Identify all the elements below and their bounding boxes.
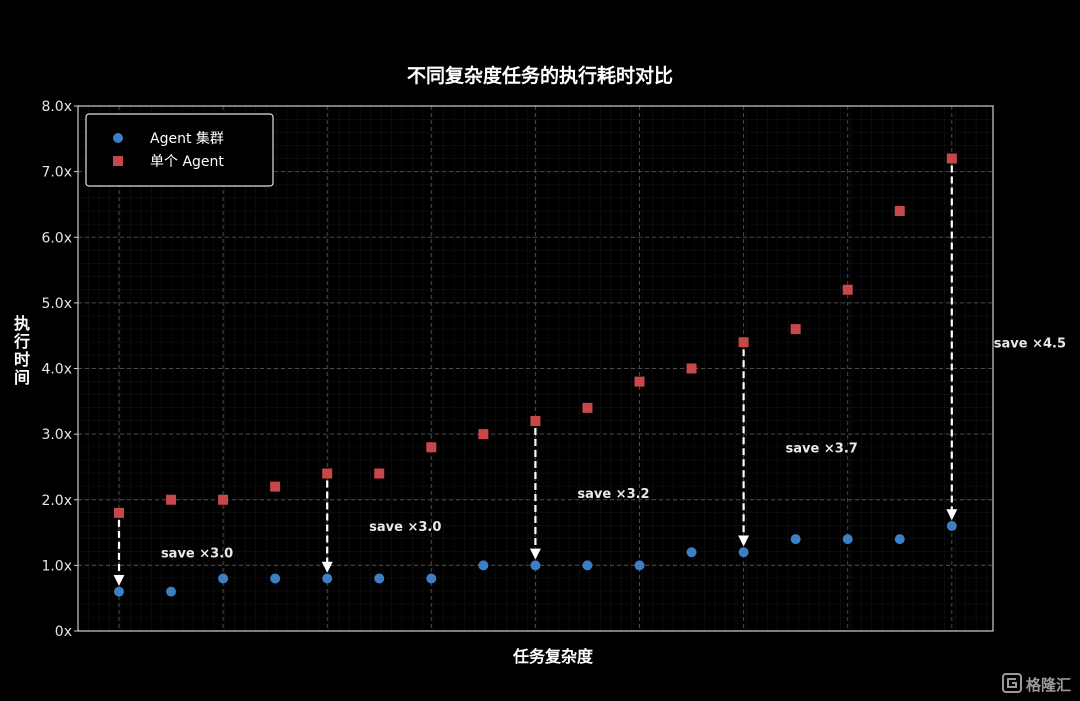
legend-marker-cluster [113, 133, 123, 143]
legend-box [85, 113, 274, 187]
agent-cluster-point [270, 573, 281, 584]
single-agent-point [686, 363, 697, 374]
arrows [113, 165, 958, 586]
single-agent-point [218, 494, 229, 505]
single-agent-point [374, 468, 385, 479]
chart-title: 不同复杂度任务的执行耗时对比 [407, 64, 673, 87]
watermark-text: 格隆汇 [1026, 676, 1071, 694]
save-annotation: save ×3.2 [577, 487, 649, 502]
data-points [114, 153, 957, 597]
single-agent-point [842, 284, 853, 295]
y-tick-label: 6.0x [41, 230, 72, 246]
save-annotation: save ×3.7 [786, 441, 858, 456]
single-agent-point [946, 153, 957, 164]
agent-cluster-point [114, 586, 124, 597]
y-tick-label: 0x [55, 624, 72, 640]
agent-cluster-point [582, 560, 593, 571]
annotations: save ×3.0 save ×3.0 save ×3.2 save ×3.7 save… [161, 336, 1066, 561]
save-annotation: save ×3.0 [161, 546, 233, 561]
agent-cluster-point [478, 560, 489, 571]
agent-cluster-point [322, 573, 333, 584]
agent-cluster-point [686, 547, 697, 558]
y-tick-label: 3.0x [41, 427, 72, 443]
single-agent-point [322, 468, 333, 479]
legend: Agent 集群 单个 Agent [85, 113, 274, 187]
agent-cluster-point [426, 573, 437, 584]
y-tick-label: 4.0x [41, 362, 72, 378]
single-agent-point [114, 507, 124, 518]
save-annotation: save ×4.5 [994, 336, 1066, 351]
y-tick-label: 7.0x [41, 165, 72, 181]
y-axis-title: 执行时间 [13, 314, 30, 387]
single-agent-point [738, 337, 749, 348]
watermark: 格隆汇 [1002, 673, 1071, 694]
legend-label-single: 单个 Agent [150, 154, 224, 170]
single-agent-point [478, 429, 489, 440]
agent-cluster-point [634, 560, 645, 571]
agent-cluster-point [842, 534, 853, 545]
single-agent-point [894, 206, 905, 216]
single-agent-point [530, 416, 541, 426]
agent-cluster-point [894, 534, 905, 545]
single-agent-point [426, 442, 437, 453]
legend-label-cluster: Agent 集群 [150, 130, 224, 147]
y-tick-label: 8.0x [41, 99, 72, 115]
single-agent-point [166, 494, 177, 505]
watermark-logo-mark [1007, 678, 1017, 688]
save-annotation: save ×3.0 [369, 520, 441, 535]
single-agent-point [270, 481, 281, 492]
agent-cluster-point [374, 573, 385, 584]
single-agent-point [634, 376, 645, 387]
agent-cluster-point [946, 521, 957, 531]
y-ticks: 0x 1.0x 2.0x 3.0x 4.0x 5.0x 6.0x 7.0x 8.0x [41, 99, 78, 640]
watermark-logo-icon [1002, 673, 1022, 693]
agent-cluster-point [530, 560, 541, 571]
x-axis-title: 任务复杂度 [512, 647, 594, 666]
single-agent-point [582, 402, 593, 413]
legend-marker-single [113, 156, 123, 166]
agent-cluster-point [790, 534, 801, 545]
agent-cluster-point [166, 586, 177, 597]
agent-cluster-point [738, 547, 749, 558]
y-tick-label: 5.0x [41, 296, 72, 312]
y-tick-label: 1.0x [41, 558, 72, 574]
single-agent-point [790, 324, 801, 335]
y-tick-label: 2.0x [41, 493, 72, 509]
agent-cluster-point [218, 573, 229, 584]
